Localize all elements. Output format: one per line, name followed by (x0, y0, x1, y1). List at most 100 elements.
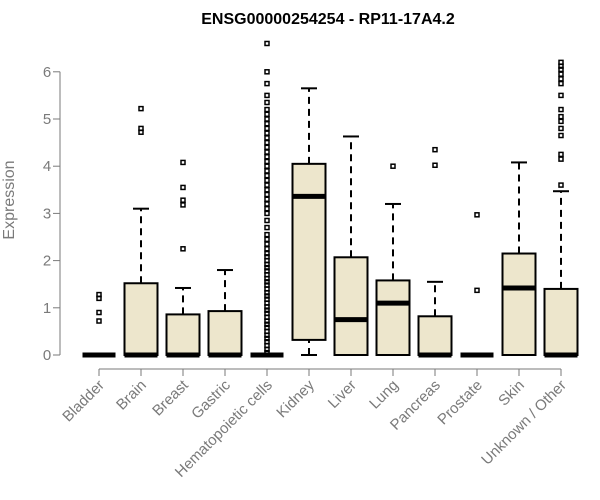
box-iqr (375, 279, 411, 357)
outlier-point (264, 158, 270, 165)
box-iqr (333, 256, 369, 356)
y-axis-label: Expression (1, 160, 18, 239)
box-hematopoietic-cells (250, 40, 284, 358)
y-axis: 0 1 2 3 4 5 6 (43, 64, 61, 364)
box-breast (165, 159, 201, 358)
outlier-point (180, 159, 186, 166)
outlier-point (264, 187, 270, 193)
box-kidney (291, 87, 327, 356)
outlier-point (264, 92, 270, 99)
y-tick-label: 3 (43, 205, 51, 222)
outlier-point (264, 106, 270, 113)
outlier-point (264, 217, 270, 224)
outlier-point (264, 154, 270, 160)
outlier-point (558, 71, 564, 77)
outlier-point (180, 202, 186, 208)
outlier-point (264, 130, 270, 136)
box-iqr (123, 282, 159, 357)
outlier-point (264, 144, 270, 151)
box-iqr (417, 315, 453, 356)
outlier-point (264, 241, 270, 247)
outlier-point (264, 236, 270, 243)
y-tick-label: 4 (43, 158, 51, 175)
y-tick-label: 0 (43, 347, 51, 364)
x-tick-label: Brain (113, 377, 150, 414)
outlier-point (264, 69, 270, 75)
outlier-point (96, 291, 102, 298)
outlier-point (138, 105, 144, 112)
box-bladder (82, 291, 116, 358)
outlier-point (264, 172, 270, 179)
y-tick-label: 2 (43, 253, 51, 270)
outlier-point (264, 191, 270, 198)
outlier-point (558, 132, 564, 139)
outlier-point (138, 125, 144, 132)
outlier-point (558, 92, 564, 99)
outlier-point (96, 309, 102, 316)
outlier-point (180, 184, 186, 191)
outlier-point (558, 151, 564, 158)
box-pancreas (417, 146, 453, 358)
outlier-point (264, 111, 270, 118)
outlier-point (264, 246, 270, 252)
x-tick-label: Kidney (273, 376, 318, 421)
outlier-point (558, 76, 564, 82)
box-iqr (501, 252, 537, 357)
box-skin (501, 161, 537, 357)
outlier-point (558, 156, 564, 162)
outlier-point (432, 162, 438, 169)
outlier-point (180, 246, 186, 252)
x-tick-label: Bladder (59, 377, 108, 426)
outlier-point (558, 182, 564, 188)
plot-area (82, 40, 579, 358)
outlier-point (558, 59, 564, 66)
outlier-point (558, 118, 564, 125)
outlier-point (180, 197, 186, 203)
outlier-point (264, 125, 270, 132)
outlier-point (264, 210, 270, 217)
box-iqr (207, 310, 243, 357)
y-tick-label: 6 (43, 64, 51, 81)
outlier-point (96, 318, 102, 324)
outlier-point (558, 80, 564, 87)
outlier-point (264, 40, 270, 47)
outlier-point (264, 99, 270, 106)
box-gastric (207, 269, 243, 358)
outlier-point (264, 116, 270, 122)
x-tick-label: Prostate (434, 377, 486, 429)
outlier-point (558, 113, 564, 120)
box-lung (375, 163, 411, 357)
box-iqr (291, 162, 327, 341)
outlier-point (264, 205, 270, 212)
chart-title: ENSG00000254254 - RP11-17A4.2 (201, 11, 455, 28)
outlier-point (264, 224, 270, 231)
y-tick-label: 1 (43, 300, 51, 317)
box-brain (123, 105, 159, 358)
outlier-point (264, 182, 270, 188)
outlier-point (264, 135, 270, 141)
outlier-point (264, 250, 270, 257)
outlier-point (264, 177, 270, 184)
y-tick-label: 5 (43, 111, 51, 128)
box-iqr (165, 313, 201, 356)
outlier-point (264, 120, 270, 127)
outlier-point (474, 212, 480, 218)
outlier-point (264, 196, 270, 202)
outlier-point (264, 80, 270, 87)
outlier-point (264, 168, 270, 174)
x-tick-label: Breast (149, 376, 192, 419)
box-iqr (543, 287, 579, 357)
outlier-point (432, 146, 438, 153)
outlier-point (474, 287, 480, 294)
box-prostate (460, 212, 494, 358)
outlier-point (390, 163, 396, 169)
outlier-point (264, 201, 270, 207)
outlier-point (264, 149, 270, 155)
outlier-point (264, 163, 270, 169)
x-tick-label: Skin (495, 377, 528, 410)
x-tick-label: Liver (325, 377, 360, 412)
outlier-point (558, 106, 564, 113)
box-liver (333, 135, 369, 356)
